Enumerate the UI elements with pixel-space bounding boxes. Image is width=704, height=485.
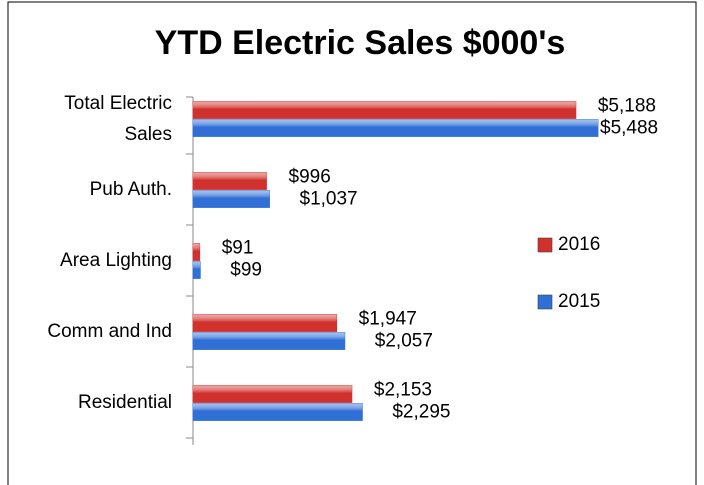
value-label: $1,947 (359, 309, 417, 330)
category-label-box: Area Lighting (60, 250, 172, 271)
bar-shine (193, 119, 598, 137)
value-label: $2,295 (392, 402, 450, 423)
category-label-box: Residential (78, 392, 172, 413)
value-label: $91 (222, 238, 254, 259)
value-label: $5,188 (598, 96, 656, 117)
bar-shine (193, 314, 337, 332)
y-tick-label: Comm and Ind (47, 321, 172, 342)
bar-shine (193, 101, 576, 119)
legend-label: 2016 (558, 234, 600, 255)
value-label: $99 (230, 260, 262, 281)
category-label-box: Total Electric Sales (64, 92, 172, 145)
value-label: $2,153 (374, 380, 432, 401)
bar-shine (193, 190, 270, 208)
legend-swatch (537, 237, 553, 253)
legend-label: 2015 (558, 291, 600, 312)
bar-shine (193, 243, 200, 261)
bar-shine (193, 403, 363, 421)
bar-shine (193, 385, 352, 403)
bar-shine (193, 261, 201, 279)
bar-shine (193, 172, 267, 190)
value-label: $2,057 (375, 331, 433, 352)
value-label: $5,488 (600, 118, 658, 139)
y-tick-label: Pub Auth. (89, 179, 172, 200)
y-tick-label: Residential (78, 392, 172, 413)
value-label: $1,037 (300, 189, 358, 210)
category-label-box: Pub Auth. (89, 179, 172, 200)
chart-title: YTD Electric Sales $000's (155, 24, 566, 62)
legend-swatch (537, 294, 553, 310)
y-tick-label: Total Electric Sales (64, 92, 172, 145)
y-tick-label: Area Lighting (60, 250, 172, 271)
value-label: $996 (289, 167, 331, 188)
bar-shine (193, 332, 345, 350)
category-label-box: Comm and Ind (47, 321, 172, 342)
